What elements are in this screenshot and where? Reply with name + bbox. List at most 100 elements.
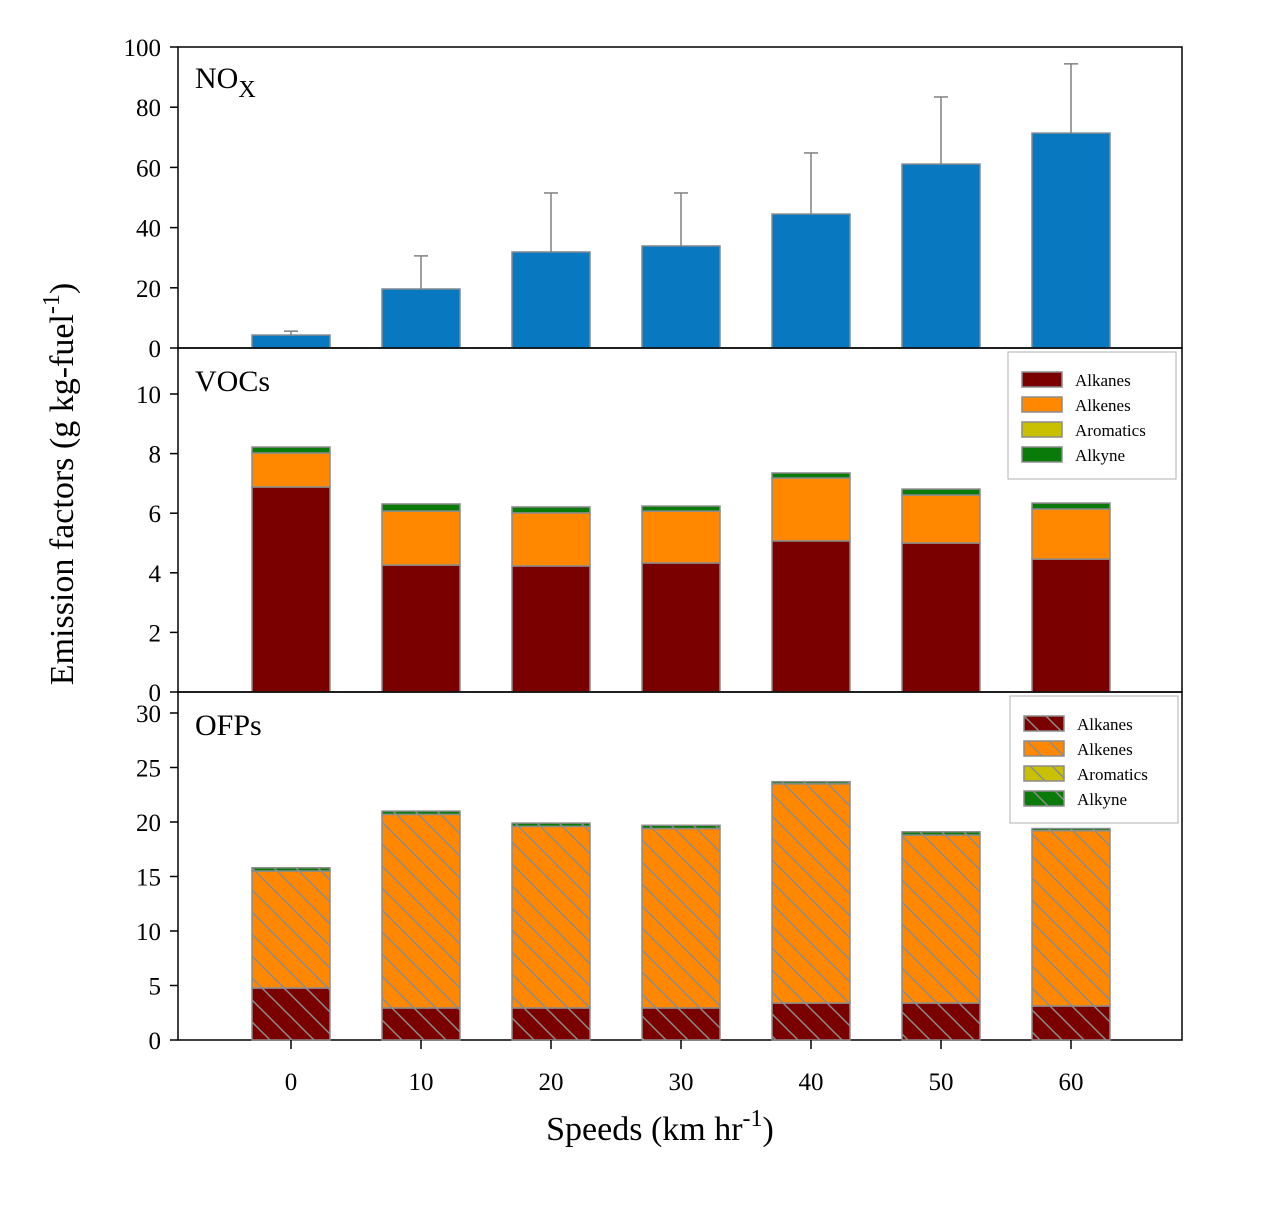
hatch-overlay [1032,828,1110,831]
hatch-overlay [902,831,980,836]
bar-segment-alkanes [901,542,981,693]
hatch-overlay [902,835,980,1004]
bar-segment-alkyne [771,472,851,479]
hatch-overlay [252,871,330,989]
x-tick-label: 60 [1059,1069,1084,1096]
bar-segment-alkanes [1031,558,1111,693]
y-tick-label: 15 [136,865,161,892]
hatch-overlay [512,1007,590,1040]
y-tick-label: 25 [136,756,161,783]
x-tick-label: 20 [539,1069,564,1096]
y-tick-label: 0 [149,336,162,363]
hatch-overlay [642,828,720,1008]
y-tick-label: 10 [136,382,161,409]
legend-label-alkanes: Alkanes [1075,371,1131,390]
y-tick-label: 0 [149,1028,162,1055]
hatch-overlay [772,1003,850,1040]
legend-swatch-aromatics [1021,421,1063,438]
panel-nox: 0 20 40 60 80 100 NOX [124,35,1183,363]
legend-ofps: Alkanes Alkenes Aromatics Alkyne [1009,695,1179,824]
bar-segment-alkenes [771,477,851,542]
bar [381,288,461,349]
y-tick-label: 20 [136,276,161,303]
y-tick-label: 60 [136,155,161,182]
legend-hatch [1024,741,1064,756]
bar-segment-alkyne [901,488,981,496]
bar [901,163,981,349]
bar-segment-alkenes [641,510,721,564]
bar-segment-alkyne [381,503,461,512]
hatch-overlay [382,814,460,1008]
x-tick-label: 0 [285,1069,298,1096]
legend-label-aromatics: Aromatics [1077,765,1148,784]
y-tick-label: 10 [136,919,161,946]
y-tick-label: 2 [149,620,162,647]
y-axis-title: Emission factors (g kg-fuel-1) [39,283,81,685]
bar-segment-alkyne [251,446,331,454]
hatch-overlay [512,823,590,827]
panel-title-nox: NOX [195,62,256,103]
bar-segment-alkanes [771,540,851,693]
y-tick-label: 6 [149,501,162,528]
bar-segment-alkanes [381,564,461,693]
legend-hatch [1024,716,1064,731]
legend-label-alkyne: Alkyne [1075,446,1125,465]
hatch-overlay [772,781,850,784]
x-tick-label: 50 [929,1069,954,1096]
y-tick-label: 0 [149,680,162,707]
panel-title-vocs: VOCs [195,365,270,398]
legend-label-aromatics: Aromatics [1075,421,1146,440]
y-tick-label: 4 [149,561,162,588]
hatch-overlay [772,783,850,1004]
bar [1031,132,1111,349]
y-tick-label: 30 [136,701,161,728]
bar-segment-alkyne [511,506,591,514]
panel-title-ofps: OFPs [195,709,262,742]
y-tick-label: 80 [136,95,161,122]
hatch-overlay [382,811,460,815]
bar-segment-alkenes [1031,508,1111,560]
legend-hatch [1024,766,1064,781]
bar-segment-alkanes [511,565,591,693]
bar [641,245,721,349]
hatch-overlay [642,825,720,829]
hatch-overlay [642,1007,720,1040]
bar [511,251,591,349]
y-tick-label: 40 [136,216,161,243]
x-tick-label: 40 [799,1069,824,1096]
x-tick-label: 10 [409,1069,434,1096]
x-axis-title: Speeds (km hr-1) [546,1106,774,1148]
bar-segment-alkyne [641,505,721,512]
hatch-overlay [252,867,330,872]
hatch-overlay [382,1007,460,1040]
bar-segment-alkenes [901,494,981,544]
legend-swatch-alkyne [1021,446,1063,463]
legend-label-alkanes: Alkanes [1077,715,1133,734]
y-tick-label: 8 [149,442,162,469]
bar-segment-alkenes [251,452,331,488]
y-tick-label: 5 [149,974,162,1001]
bar [251,334,331,349]
panel-vocs: 0 2 4 6 8 10 VOCs Alkanes Alkenes Aromatics Alkyne [136,347,1183,707]
y-tick-label: 20 [136,810,161,837]
hatch-overlay [1032,830,1110,1006]
legend-swatch-alkanes [1021,371,1063,388]
bar-segment-alkanes [251,486,331,693]
hatch-overlay [512,826,590,1008]
legend-hatch [1024,791,1064,806]
legend-label-alkenes: Alkenes [1075,396,1131,415]
legend-label-alkenes: Alkenes [1077,740,1133,759]
bar-segment-alkyne [1031,502,1111,510]
bar-segment-alkenes [381,510,461,566]
legend-label-alkyne: Alkyne [1077,790,1127,809]
hatch-overlay [252,988,330,1040]
x-tick-label: 30 [669,1069,694,1096]
hatch-overlay [1032,1005,1110,1040]
y-tick-label: 100 [124,35,162,62]
bar-segment-alkanes [641,562,721,693]
legend-vocs: Alkanes Alkenes Aromatics Alkyne [1007,351,1177,480]
bar-segment-alkenes [511,512,591,567]
bar [771,213,851,349]
